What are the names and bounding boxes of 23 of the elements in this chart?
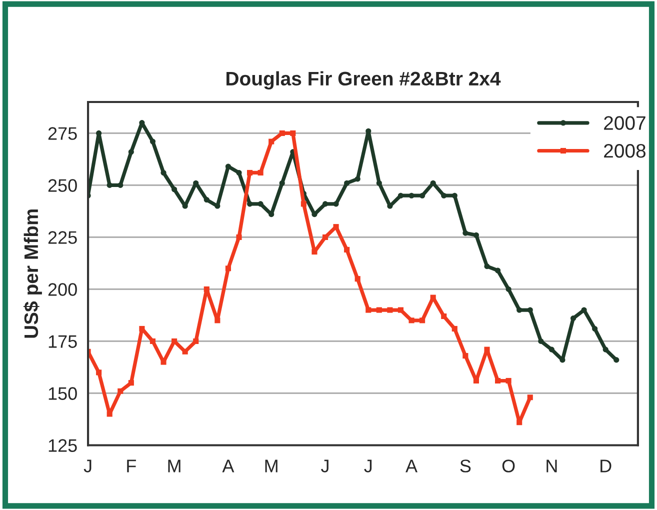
y-tick-label: 275 — [48, 127, 77, 140]
x-tick-label: J — [84, 460, 92, 472]
x-tick-label: A — [222, 460, 234, 472]
x-tick-label: J — [321, 460, 328, 472]
x-tick-label: M — [168, 460, 180, 472]
y-tick-label: 250 — [48, 179, 77, 192]
y-tick-label: 175 — [48, 335, 77, 348]
x-tick-label: O — [502, 460, 515, 472]
x-tick-label: M — [265, 460, 278, 472]
x-tick-label: D — [600, 460, 612, 472]
y-tick-label: 225 — [48, 231, 77, 244]
x-tick-label: F — [127, 460, 136, 472]
legend-label: 2008 — [604, 144, 646, 158]
x-tick-label: J — [364, 460, 372, 472]
x-tick-label: A — [406, 460, 418, 472]
x-tick-label: S — [460, 460, 471, 472]
y-tick-label: 150 — [48, 387, 77, 400]
chart-title: Douglas Fir Green #2&Btr 2x4 — [226, 71, 501, 90]
y-tick-label: 200 — [48, 283, 77, 296]
y-tick-label: 125 — [48, 439, 77, 452]
x-tick-label: N — [546, 460, 557, 472]
legend-label: 2007 — [604, 116, 646, 130]
y-axis-title: US$ per Mfbm — [23, 209, 42, 338]
